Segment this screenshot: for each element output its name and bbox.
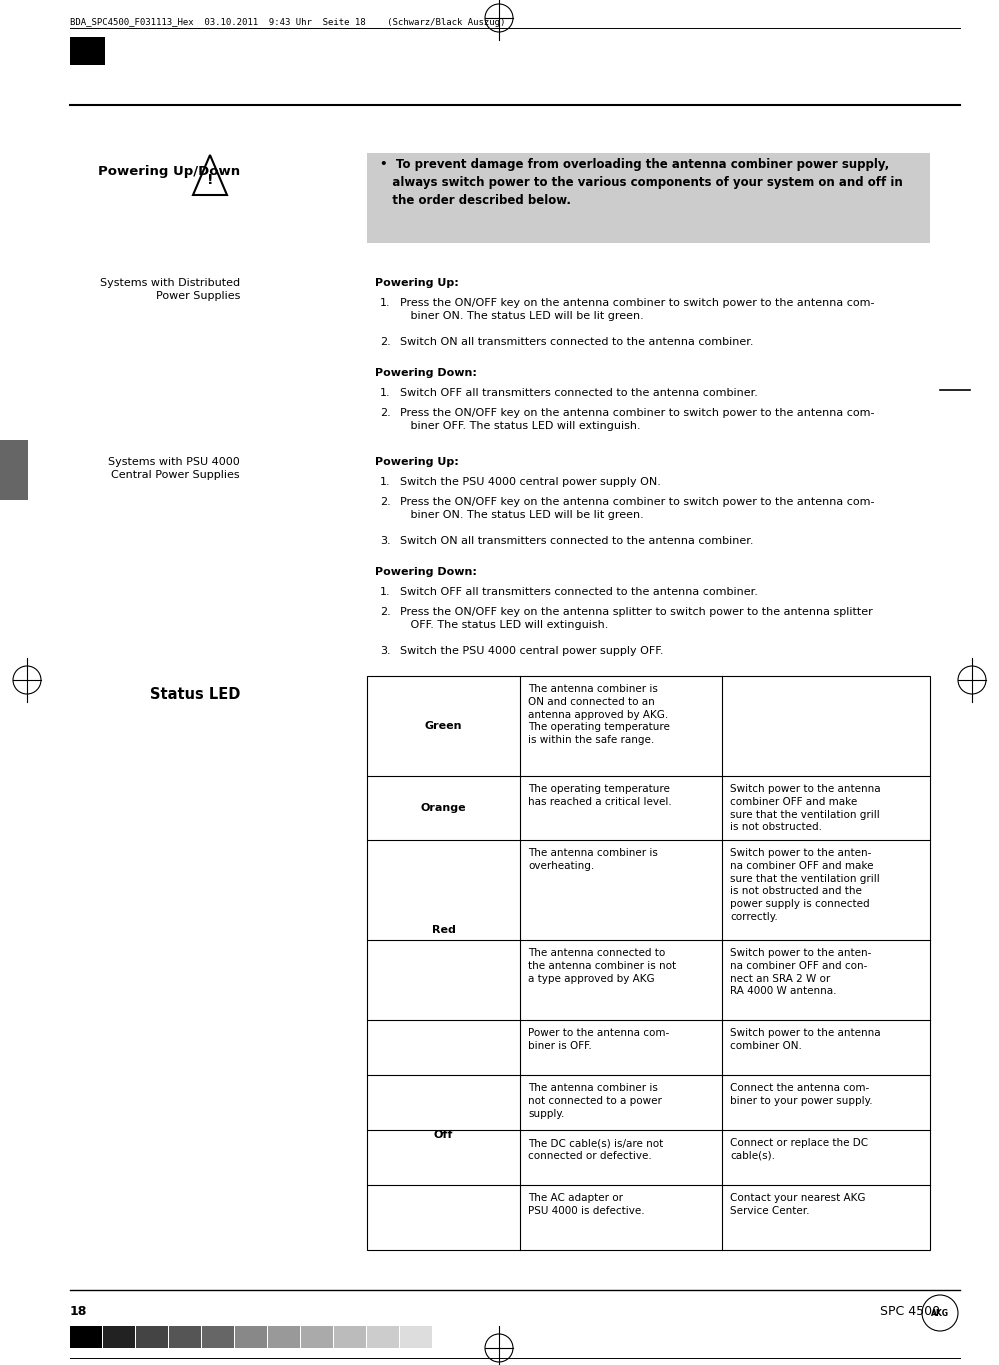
Bar — [235, 1325, 267, 1349]
Text: AKG: AKG — [931, 1309, 949, 1317]
Text: Switch ON all transmitters connected to the antenna combiner.: Switch ON all transmitters connected to … — [400, 337, 753, 347]
Text: 3.: 3. — [380, 536, 391, 546]
Text: Connect or replace the DC
cable(s).: Connect or replace the DC cable(s). — [730, 1138, 868, 1160]
Text: Press the ON/OFF key on the antenna combiner to switch power to the antenna com-: Press the ON/OFF key on the antenna comb… — [400, 298, 874, 321]
Text: Red: Red — [432, 925, 456, 935]
Text: Press the ON/OFF key on the antenna combiner to switch power to the antenna com-: Press the ON/OFF key on the antenna comb… — [400, 497, 874, 520]
Text: Switch OFF all transmitters connected to the antenna combiner.: Switch OFF all transmitters connected to… — [400, 388, 758, 399]
Text: Systems with Distributed
Power Supplies: Systems with Distributed Power Supplies — [100, 278, 240, 302]
Text: Switch the PSU 4000 central power supply OFF.: Switch the PSU 4000 central power supply… — [400, 646, 663, 657]
Text: Powering Down:: Powering Down: — [375, 566, 477, 577]
Bar — [367, 1325, 399, 1349]
Bar — [103, 1325, 135, 1349]
Text: Powering Down:: Powering Down: — [375, 369, 477, 378]
Bar — [367, 676, 930, 1250]
Text: 18: 18 — [70, 1305, 87, 1319]
Text: 2.: 2. — [380, 497, 391, 506]
Text: Power to the antenna com-
biner is OFF.: Power to the antenna com- biner is OFF. — [528, 1028, 669, 1051]
Text: 1.: 1. — [380, 476, 391, 487]
Text: Contact your nearest AKG
Service Center.: Contact your nearest AKG Service Center. — [730, 1193, 865, 1216]
Bar — [0, 440, 28, 500]
Text: Orange: Orange — [421, 803, 467, 814]
Text: Off: Off — [434, 1130, 454, 1140]
Text: Switch ON all transmitters connected to the antenna combiner.: Switch ON all transmitters connected to … — [400, 536, 753, 546]
Text: Switch power to the anten-
na combiner OFF and make
sure that the ventilation gr: Switch power to the anten- na combiner O… — [730, 848, 880, 921]
Bar — [301, 1325, 333, 1349]
Text: The operating temperature
has reached a critical level.: The operating temperature has reached a … — [528, 784, 671, 807]
Text: The DC cable(s) is/are not
connected or defective.: The DC cable(s) is/are not connected or … — [528, 1138, 663, 1160]
Text: SPC 4500: SPC 4500 — [880, 1305, 940, 1319]
Text: BDA_SPC4500_F031113_Hex  03.10.2011  9:43 Uhr  Seite 18    (Schwarz/Black Auszug: BDA_SPC4500_F031113_Hex 03.10.2011 9:43 … — [70, 18, 505, 27]
Text: Green: Green — [425, 721, 463, 732]
Text: 3.: 3. — [380, 646, 391, 657]
Text: Switch power to the antenna
combiner ON.: Switch power to the antenna combiner ON. — [730, 1028, 881, 1051]
Text: Switch the PSU 4000 central power supply ON.: Switch the PSU 4000 central power supply… — [400, 476, 661, 487]
Bar — [169, 1325, 201, 1349]
Text: The antenna combiner is
ON and connected to an
antenna approved by AKG.
The oper: The antenna combiner is ON and connected… — [528, 684, 670, 745]
Bar — [70, 1325, 102, 1349]
Text: Powering Up:: Powering Up: — [375, 457, 459, 467]
Text: The antenna connected to
the antenna combiner is not
a type approved by AKG: The antenna connected to the antenna com… — [528, 949, 676, 984]
Text: 1.: 1. — [380, 298, 391, 308]
Text: Systems with PSU 4000
Central Power Supplies: Systems with PSU 4000 Central Power Supp… — [108, 457, 240, 480]
Text: The antenna combiner is
overheating.: The antenna combiner is overheating. — [528, 848, 658, 871]
Bar — [136, 1325, 168, 1349]
Text: The antenna combiner is
not connected to a power
supply.: The antenna combiner is not connected to… — [528, 1082, 662, 1118]
Text: The AC adapter or
PSU 4000 is defective.: The AC adapter or PSU 4000 is defective. — [528, 1193, 644, 1216]
Text: Powering Up/Down: Powering Up/Down — [98, 165, 240, 177]
Text: Powering Up:: Powering Up: — [375, 278, 459, 288]
Text: 2.: 2. — [380, 337, 391, 347]
Bar — [367, 153, 930, 243]
Text: Switch OFF all transmitters connected to the antenna combiner.: Switch OFF all transmitters connected to… — [400, 587, 758, 597]
Bar — [70, 37, 105, 66]
Text: Switch power to the antenna
combiner OFF and make
sure that the ventilation gril: Switch power to the antenna combiner OFF… — [730, 784, 881, 833]
Text: 2.: 2. — [380, 607, 391, 617]
Bar — [268, 1325, 300, 1349]
Text: Press the ON/OFF key on the antenna combiner to switch power to the antenna com-: Press the ON/OFF key on the antenna comb… — [400, 408, 874, 431]
Text: Switch power to the anten-
na combiner OFF and con-
nect an SRA 2 W or
RA 4000 W: Switch power to the anten- na combiner O… — [730, 949, 871, 996]
Bar — [334, 1325, 366, 1349]
Text: Connect the antenna com-
biner to your power supply.: Connect the antenna com- biner to your p… — [730, 1082, 872, 1106]
Bar — [202, 1325, 234, 1349]
Text: 1.: 1. — [380, 587, 391, 597]
Text: •  To prevent damage from overloading the antenna combiner power supply,
   alwa: • To prevent damage from overloading the… — [380, 158, 903, 207]
Text: Status LED: Status LED — [150, 687, 240, 702]
Bar — [400, 1325, 432, 1349]
Text: 2.: 2. — [380, 408, 391, 418]
Text: 1.: 1. — [380, 388, 391, 399]
Text: !: ! — [207, 173, 213, 187]
Text: Press the ON/OFF key on the antenna splitter to switch power to the antenna spli: Press the ON/OFF key on the antenna spli… — [400, 607, 873, 631]
